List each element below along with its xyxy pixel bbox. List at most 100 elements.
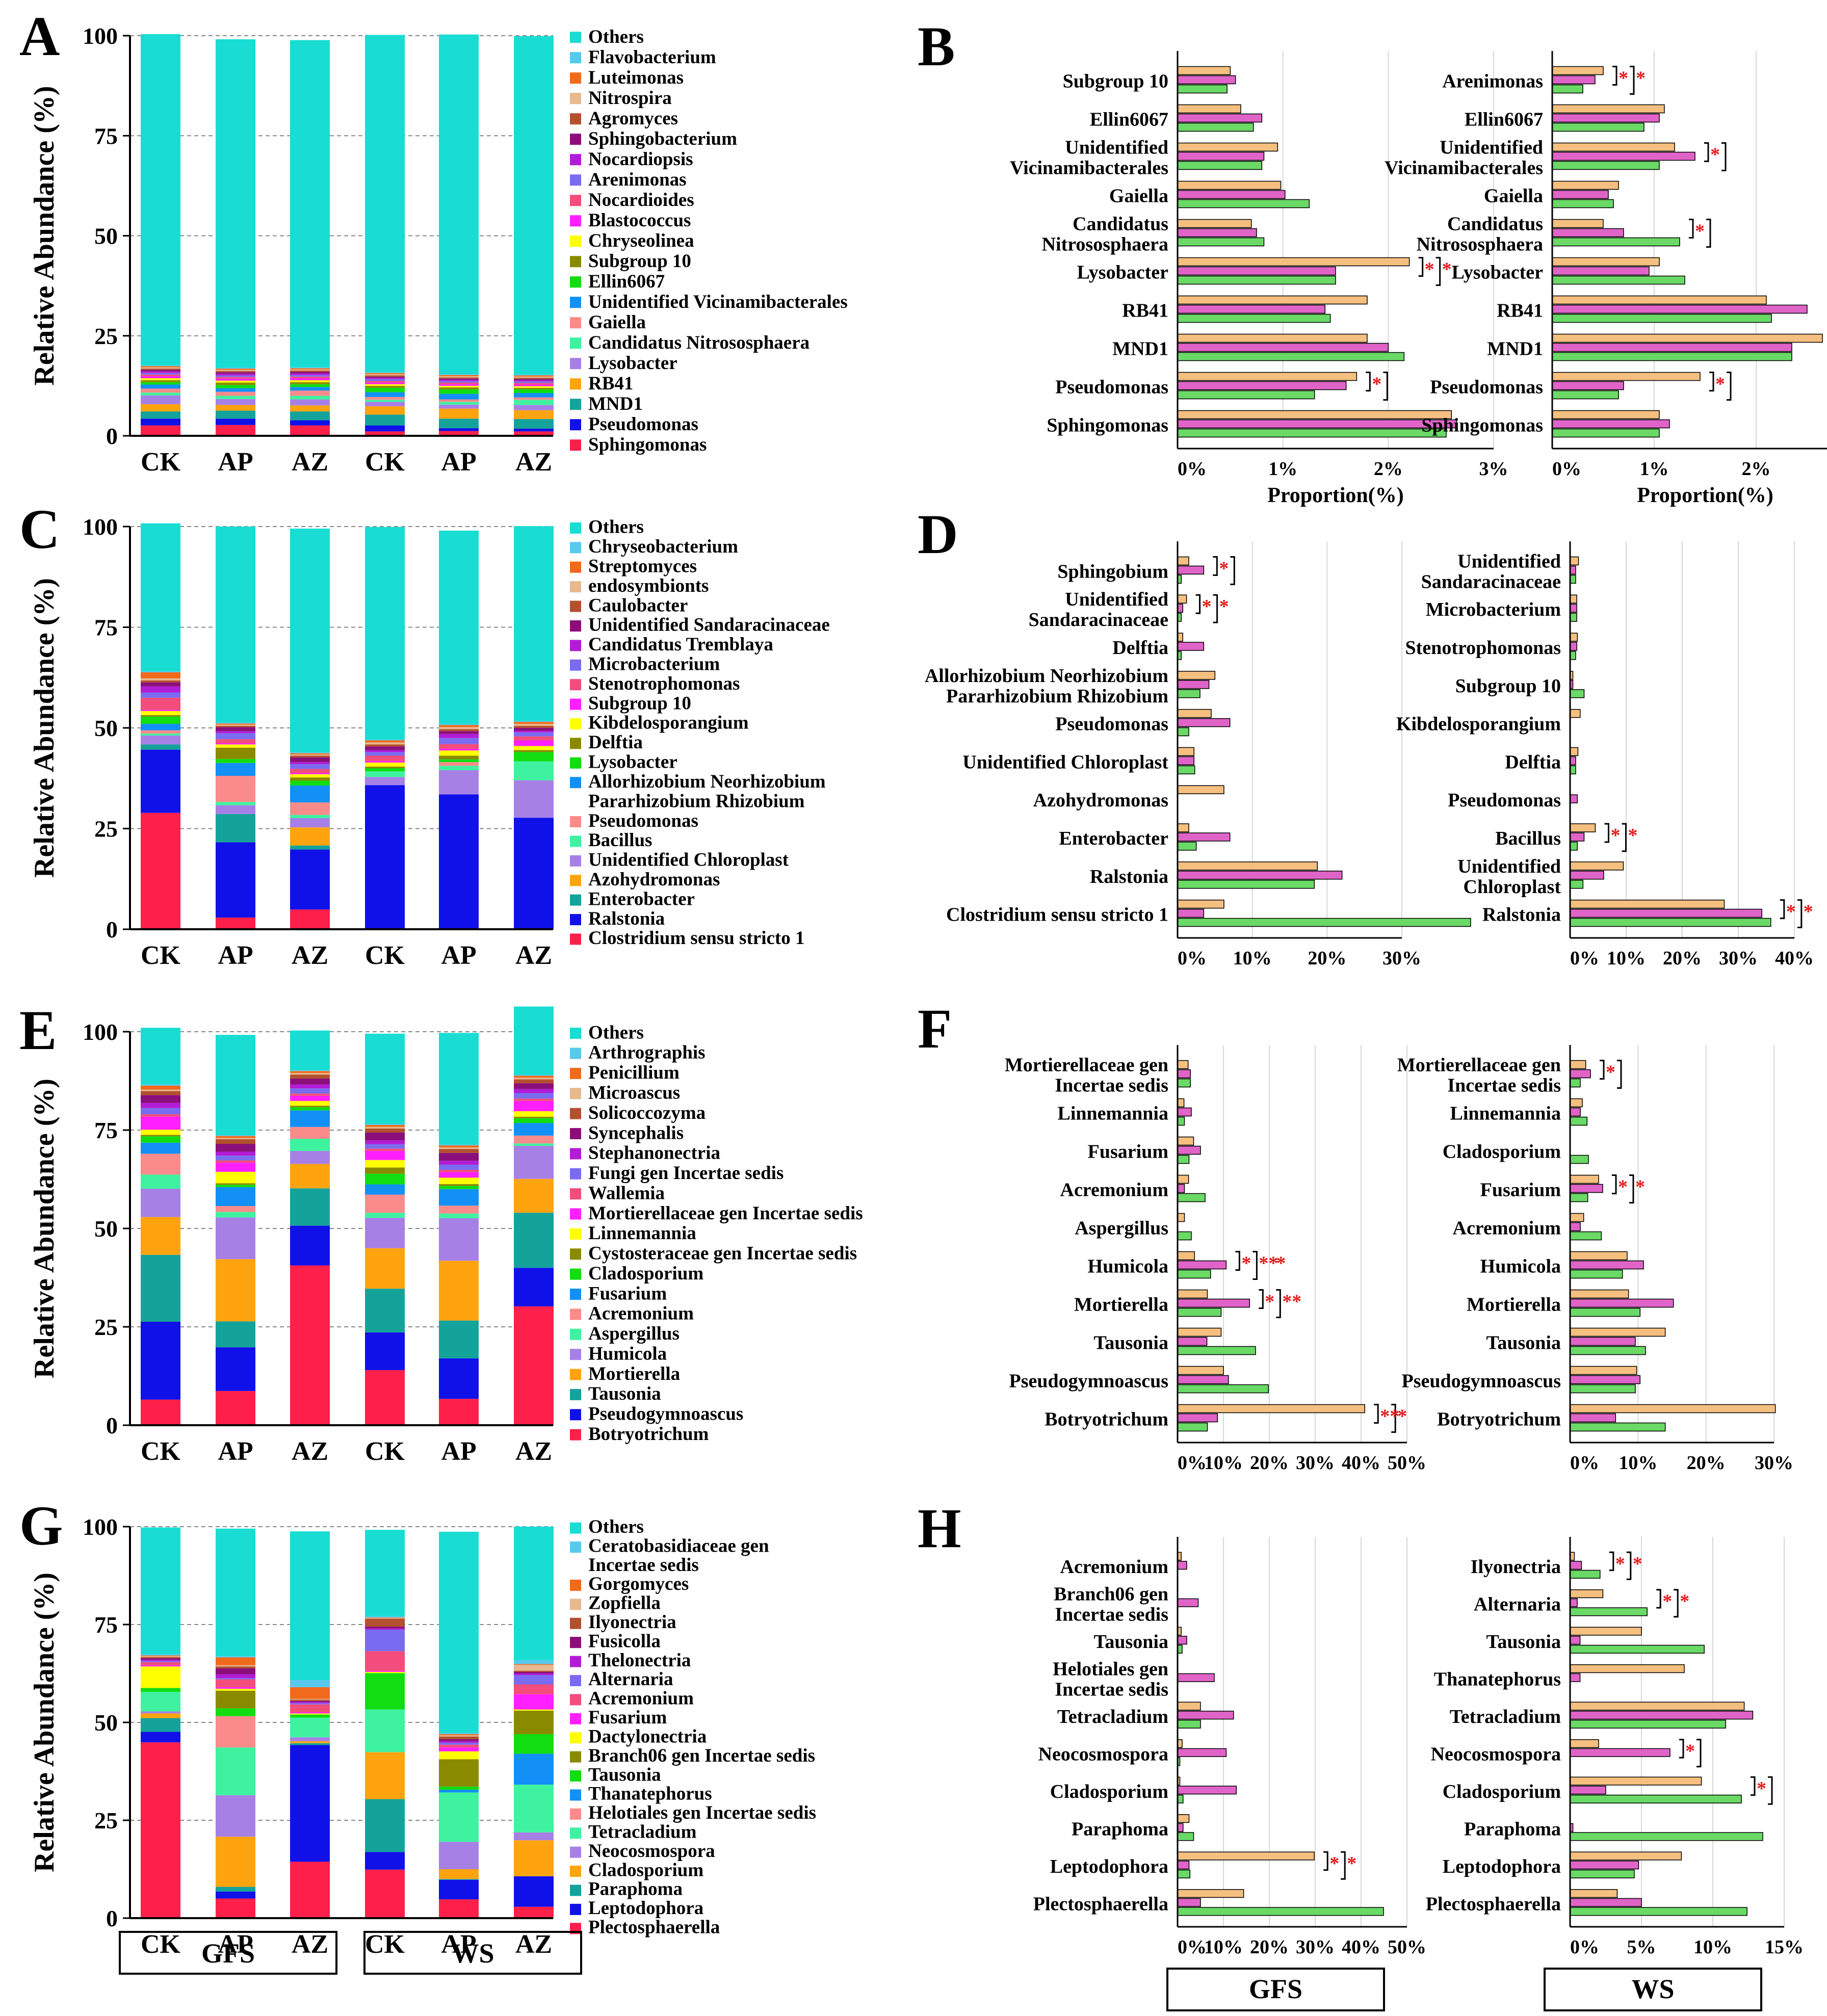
bar-segment-fusarium (141, 1665, 180, 1667)
legend-label: Nocardioides (588, 190, 694, 211)
bar-segment-mnd1 (141, 411, 180, 419)
hbar-series3 (1570, 1193, 1588, 1202)
hbar-series1 (1177, 66, 1231, 75)
x-tick-label: 20% (1250, 1936, 1289, 1958)
x-tick-label: AP (218, 941, 253, 970)
bar-segment-chryseolinea (290, 380, 330, 382)
legend-item-sphingomonas: Sphingomonas (570, 434, 707, 455)
legend-label: Fusicolla (588, 1631, 661, 1652)
hbar-series3 (1177, 1794, 1184, 1803)
category-label: Lysobacter (1077, 262, 1169, 283)
legend-label: Paraphoma (588, 1879, 683, 1900)
bar-segment-others (439, 1033, 479, 1145)
hbar-series2 (1570, 1636, 1581, 1645)
bar-segment-chryseobacterium (216, 722, 255, 724)
bar-segment-mortierella (439, 1261, 479, 1321)
bar-segment-cladosporium (439, 1186, 479, 1189)
legend-swatch (570, 358, 581, 370)
bar-segment-lysobacter (290, 399, 330, 406)
bar-segment-subgroup-10 (365, 385, 405, 388)
significance-bracket (1704, 142, 1709, 162)
bar-segment-solicoccozyma (514, 1079, 554, 1084)
bar-segment-microascus (514, 1078, 554, 1080)
bar-segment-flavobacterium (290, 367, 330, 369)
bar-segment-acremonium (141, 1154, 180, 1175)
bar-segment-dactylonectria (216, 1688, 255, 1691)
bar-segment-cladosporium (514, 1840, 554, 1876)
bar-segment-pseudogymnoascus (216, 1347, 255, 1391)
category-label: RB41 (1497, 300, 1543, 322)
bar-segment-subgroup-10 (439, 749, 479, 751)
bar-segment-zopfiella (365, 1617, 405, 1619)
bar-segment-luteimonas (290, 368, 330, 370)
significance-star: * (1636, 68, 1646, 89)
bar-segment-subgroup-10 (141, 380, 180, 382)
legend-swatch (570, 522, 581, 534)
legend-item-ilyonectria: Ilyonectria (570, 1612, 676, 1633)
bar-segment-unidentified-sandaracinaceae (290, 757, 330, 763)
legend-item-arenimonas: Arenimonas (570, 169, 687, 190)
legend-item-others: Others (570, 517, 644, 538)
legend-swatch (570, 1168, 581, 1180)
hbar-row-delftia: Delftia (1112, 633, 1205, 660)
legend-item-unidentified-sandaracinaceae: Unidentified Sandaracinaceae (570, 615, 830, 636)
hbar-series3 (1177, 352, 1405, 361)
hbar-series2 (1552, 113, 1660, 123)
bar-segment-lysobacter (216, 399, 255, 405)
significance-bracket (1622, 823, 1627, 852)
x-tick-label: 1% (1640, 458, 1669, 480)
bar-segment-botryotrichum (141, 1399, 180, 1425)
legend-item-subgroup-10: Subgroup 10 (570, 693, 691, 714)
bar-segment-fusarium (365, 1184, 405, 1195)
category-label: Fusarium (1088, 1141, 1168, 1163)
x-tick-label: 0% (1570, 1936, 1599, 1958)
bar-segment-arenimonas (439, 381, 479, 383)
legend-swatch (570, 1903, 581, 1915)
bar-segment-others (141, 1028, 180, 1085)
hbar-series1 (1570, 1213, 1584, 1222)
hbar-series2 (1177, 1413, 1218, 1423)
significance-bracket (1383, 372, 1388, 401)
legend-label: Others (588, 27, 644, 47)
x-tick-label: 50% (1388, 1936, 1426, 1958)
bar-segment-ceratobasidiaceae-gen-incertae-sedis (290, 1680, 330, 1687)
legend-label: Clostridium sensu stricto 1 (588, 928, 804, 949)
legend-swatch (570, 600, 581, 612)
y-tick-label: 100 (83, 1514, 118, 1540)
bar-segment-fungi-gen-incertae-sedis (439, 1164, 479, 1170)
significance-marker: * * (1418, 257, 1452, 286)
x-tick-label: 0% (1178, 458, 1207, 480)
bar-segment-subgroup-10 (439, 387, 479, 389)
significance-marker: * (1704, 142, 1727, 171)
bar-segment-rb41 (439, 408, 479, 419)
hbar-series3 (1177, 1719, 1201, 1729)
bar-segment-botryotrichum (365, 1370, 405, 1425)
hbar-row-pseudomonas: Pseudomonas (1448, 790, 1578, 811)
bar-segment-chryseolinea (514, 386, 554, 388)
bar-segment-unidentified-vicinamibacterales (439, 394, 479, 400)
y-axis-label: Relative Abundance (%) (29, 1079, 60, 1378)
bar-segment-endosymbionts (290, 754, 330, 756)
category-label: Botryotrichum (1437, 1409, 1561, 1430)
bar-segment-plectosphaerella (290, 1862, 330, 1918)
significance-star: ** (1380, 1406, 1399, 1427)
legend-swatch (570, 1349, 581, 1360)
legend-swatch (570, 1128, 581, 1139)
x-tick-label: 40% (1342, 1936, 1380, 1958)
hbar-series2 (1570, 871, 1604, 880)
hbar-series2 (1570, 908, 1762, 918)
hbar-chart-b-1: 0% 1% 2% 3% Subgroup 10 Ellin6067 Unidentified… (1010, 51, 1508, 507)
bar-segment-wallemia (514, 1098, 554, 1101)
hbar-series2 (1177, 756, 1195, 766)
bar-segment-caulobacter (439, 729, 479, 731)
significance-bracket (1323, 1851, 1328, 1871)
bar-segment-alternaria (439, 1742, 479, 1745)
bar-segment-plectosphaerella (365, 1869, 405, 1918)
significance-bracket (1259, 1289, 1264, 1309)
bar-segment-dactylonectria (290, 1713, 330, 1715)
bar-segment-fungi-gen-incertae-sedis (365, 1144, 405, 1149)
category-label: Linnemannia (1057, 1103, 1168, 1124)
significance-marker: * * (1604, 823, 1638, 852)
bar-segment-agromyces (141, 369, 180, 370)
hbar-series2 (1570, 604, 1577, 613)
